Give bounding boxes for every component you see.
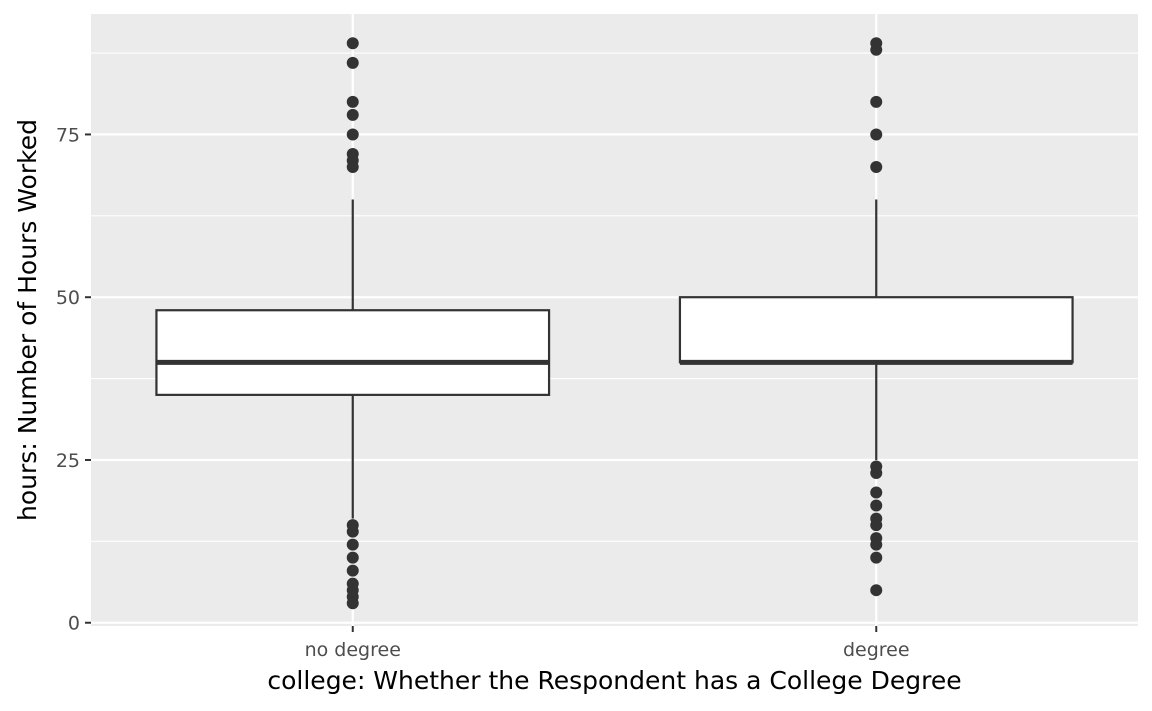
outlier-point [346,56,359,69]
outlier-point [870,584,883,597]
outlier-point [346,37,359,50]
outlier-point [346,564,359,577]
iqr-box [678,296,1074,364]
outlier-point [346,108,359,121]
outlier-point [870,551,883,564]
outlier-point [346,538,359,551]
y-axis-title: hours: Number of Hours Worked [13,119,42,521]
box-degree [678,37,1074,597]
box-no-degree [155,37,551,610]
x-tick-label: no degree [305,639,401,661]
outlier-point [870,519,883,532]
outlier-point [870,499,883,512]
x-tick-label: degree [843,639,910,661]
outlier-point [346,95,359,108]
y-tick-label: 50 [56,287,80,309]
outlier-point [870,95,883,108]
outlier-point [870,43,883,56]
box-series [155,37,1074,610]
outlier-point [346,128,359,141]
outlier-point [870,161,883,173]
x-axis: no degree degree [305,626,910,661]
outlier-point [870,538,883,551]
iqr-box [155,309,551,396]
y-tick-label: 25 [56,450,80,472]
outlier-point [346,597,359,610]
y-tick-label: 0 [68,613,80,635]
x-axis-title: college: Whether the Respondent has a Co… [267,666,961,695]
outlier-point [870,128,883,141]
outlier-point [870,467,883,479]
outlier-point [346,161,359,173]
y-tick-label: 75 [56,124,80,146]
y-axis: 0 25 50 75 [56,124,91,635]
outlier-point [346,525,359,538]
outlier-point [870,486,883,499]
outlier-point [346,551,359,564]
